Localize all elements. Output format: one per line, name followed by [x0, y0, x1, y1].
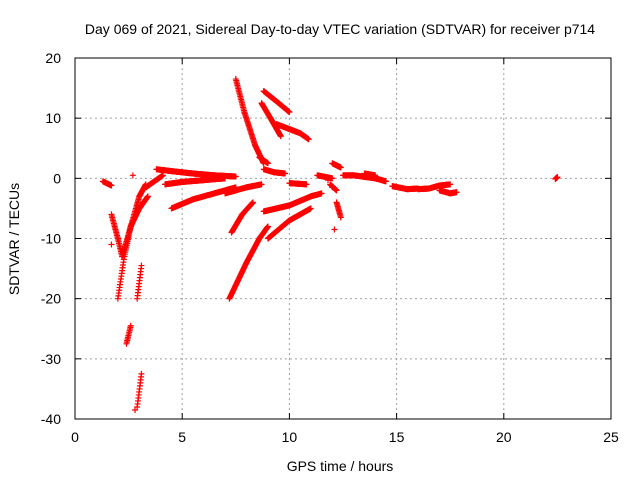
data-points [99, 76, 561, 413]
y-tick-label: -10 [41, 231, 61, 247]
data-point [318, 190, 325, 197]
data-point [554, 174, 561, 181]
x-tick-label: 0 [71, 429, 79, 445]
data-point [249, 199, 256, 206]
data-point [329, 184, 336, 191]
x-tick-label: 20 [496, 429, 512, 445]
x-tick-label: 25 [603, 429, 619, 445]
data-point [138, 262, 145, 269]
data-point [282, 170, 289, 177]
data-point [305, 136, 312, 143]
axis-ticks: 0 5 10 15 20 25 -40 -30 -20 -10 0 10 20 [41, 50, 619, 445]
data-point [329, 175, 336, 182]
data-point [286, 109, 293, 116]
data-point [333, 187, 340, 194]
data-point [108, 241, 115, 248]
y-tick-label: -40 [41, 411, 61, 427]
data-point [108, 182, 115, 189]
data-point [307, 205, 314, 212]
data-point [264, 223, 271, 230]
x-tick-label: 10 [282, 429, 298, 445]
data-point [129, 172, 136, 179]
data-point [132, 406, 139, 413]
data-point [382, 178, 389, 185]
data-point [258, 181, 265, 188]
data-point [159, 172, 166, 179]
grid-lines [75, 58, 611, 419]
x-tick-label: 5 [178, 429, 186, 445]
data-point [138, 370, 145, 377]
chart-title: Day 069 of 2021, Sidereal Day-to-day VTE… [85, 21, 595, 37]
data-point [337, 164, 344, 171]
y-tick-label: 20 [45, 50, 61, 66]
x-tick-label: 15 [389, 429, 405, 445]
y-tick-label: -30 [41, 351, 61, 367]
data-point [264, 160, 271, 167]
data-point [324, 177, 331, 184]
data-point [232, 173, 239, 180]
data-point [372, 172, 379, 179]
x-axis-label: GPS time / hours [287, 458, 394, 474]
y-tick-label: 10 [45, 110, 61, 126]
data-point [303, 181, 310, 188]
y-tick-label: 0 [53, 170, 61, 186]
data-point [222, 175, 229, 182]
y-axis-label: SDTVAR / TECUs [6, 183, 22, 295]
data-point [144, 193, 151, 200]
data-point [277, 133, 284, 140]
data-point [337, 214, 344, 221]
data-point [127, 322, 134, 329]
data-point [453, 189, 460, 196]
data-point [447, 181, 454, 188]
y-tick-label: -20 [41, 291, 61, 307]
data-point [331, 226, 338, 233]
